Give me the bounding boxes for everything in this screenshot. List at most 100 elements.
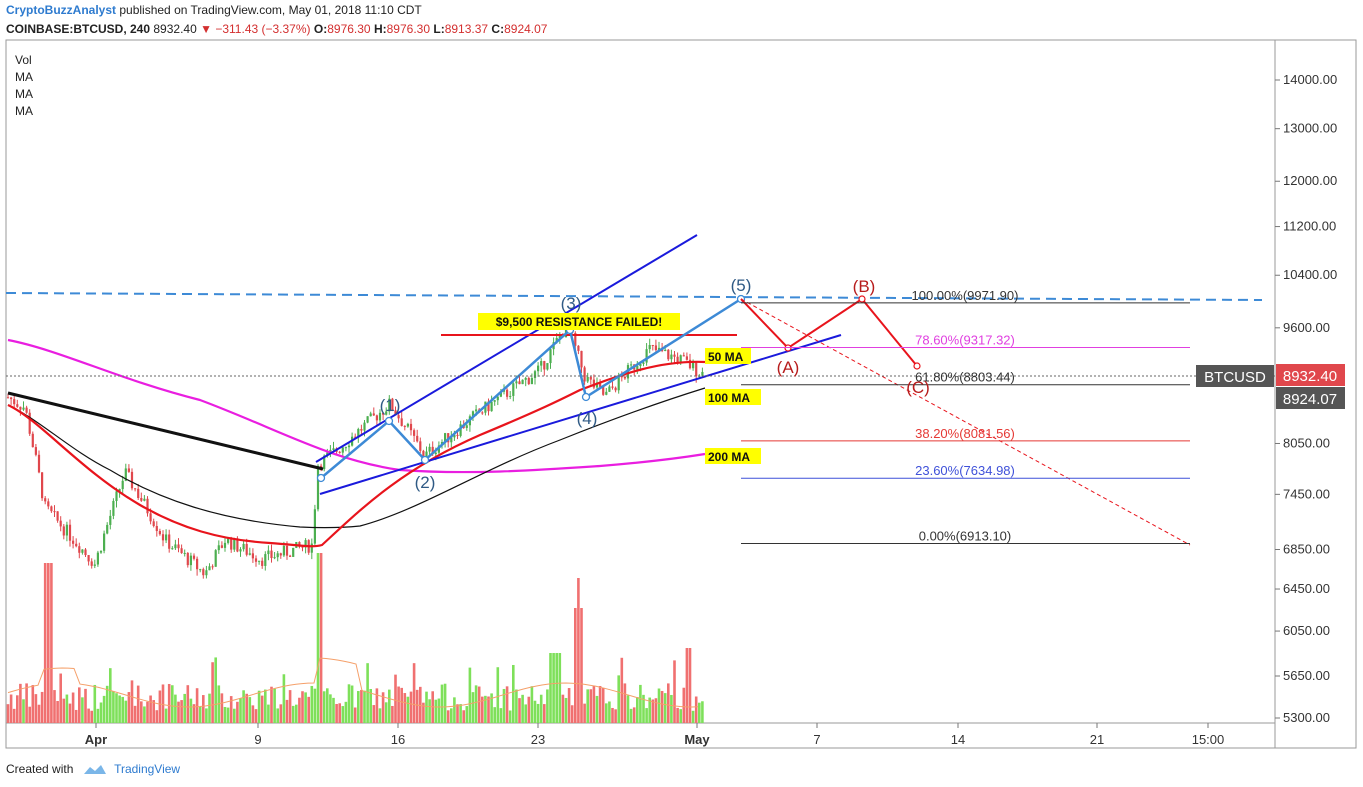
candle-body	[233, 538, 236, 550]
candle-body	[106, 524, 109, 534]
volume-bar	[264, 689, 267, 723]
volume-bar	[555, 653, 558, 723]
volume-bar	[68, 703, 72, 723]
volume-bar	[701, 701, 704, 723]
tradingview-link[interactable]: TradingView	[114, 762, 181, 776]
volume-bar	[267, 704, 270, 723]
candle-body	[509, 395, 512, 397]
volume-bar	[239, 698, 242, 723]
volume-bar	[171, 685, 174, 723]
candle-body	[391, 398, 394, 411]
wave-point	[384, 416, 394, 426]
candle-body	[168, 534, 171, 549]
tradingview-logo-icon	[83, 764, 106, 774]
volume-bar	[87, 708, 90, 723]
volume-bar	[177, 701, 180, 723]
candle-body	[59, 520, 62, 527]
author-link[interactable]: CryptoBuzzAnalyst	[6, 3, 117, 17]
volume-bar	[484, 695, 487, 723]
volume-bar	[474, 685, 478, 723]
volume-bar	[601, 687, 605, 723]
candle-body	[68, 524, 72, 541]
volume-bar	[564, 697, 568, 723]
volume-bar	[682, 687, 686, 723]
volume-bar	[456, 704, 459, 723]
volume-bar	[288, 690, 292, 723]
candle-body	[81, 549, 84, 553]
x-tick-label-7: 21	[1090, 732, 1104, 747]
candle-body	[112, 500, 115, 516]
volume-bar	[127, 692, 131, 723]
volume-bar	[276, 708, 279, 723]
volume-bar	[316, 553, 320, 723]
candle-body	[521, 379, 524, 385]
volume-bar	[543, 704, 546, 723]
volume-bar	[499, 708, 503, 723]
volume-bar	[34, 694, 38, 723]
high-label: H:	[373, 22, 387, 36]
candle-body	[499, 391, 502, 397]
candle-body	[413, 430, 416, 436]
indicator-vol[interactable]: Vol	[15, 53, 32, 67]
volume-bar	[577, 578, 580, 723]
indicator-ma-1[interactable]: MA	[15, 70, 33, 84]
volume-bar	[685, 648, 689, 723]
x-tick-label-1: 9	[254, 732, 261, 747]
volume-bar	[90, 710, 93, 723]
candle-body	[183, 552, 186, 554]
candle-body	[338, 451, 341, 453]
candle-body	[254, 558, 258, 562]
candle-body	[161, 534, 165, 541]
volume-bar	[648, 697, 651, 723]
volume-bar	[56, 700, 59, 723]
candle-body	[313, 509, 316, 544]
volume-bar	[344, 701, 348, 723]
indicator-ma-2[interactable]: MA	[15, 87, 33, 101]
ma-label-bg	[705, 348, 751, 364]
candle-body	[676, 356, 679, 363]
ma-label-bg	[705, 448, 761, 464]
x-tick-label-6: 14	[951, 732, 965, 747]
volume-bar	[468, 667, 472, 723]
volume-bar	[546, 689, 549, 723]
candle-body	[329, 449, 332, 453]
close-price-tag: 8924.07	[1283, 391, 1337, 408]
volume-bar	[589, 689, 593, 723]
last-price: 8932.40	[153, 22, 197, 36]
candle-body	[205, 570, 208, 576]
volume-bar	[198, 706, 202, 723]
candle-body	[87, 555, 90, 562]
candle-body	[515, 381, 518, 384]
candle-body	[41, 472, 44, 499]
volume-bar	[242, 690, 245, 723]
volume-bar	[450, 708, 453, 723]
volume-bar	[614, 709, 617, 723]
y-tick-label-11: 5650.00	[1283, 668, 1330, 683]
volume-bar	[71, 692, 75, 723]
candle-body	[344, 447, 347, 449]
volume-bar	[332, 697, 335, 723]
volume-bar	[629, 708, 633, 723]
volume-bar	[81, 697, 84, 723]
candle-body	[121, 480, 124, 490]
candle-body	[50, 506, 53, 512]
candle-body	[78, 546, 81, 553]
candle-body	[19, 406, 22, 410]
volume-bar	[22, 699, 25, 723]
ma-200-line	[7, 338, 706, 474]
candle-body	[248, 553, 251, 555]
indicator-ma-3[interactable]: MA	[15, 104, 33, 118]
candle-body	[62, 526, 65, 536]
volume-bar	[322, 691, 326, 723]
candle-body	[664, 349, 667, 351]
volume-bar	[518, 698, 521, 723]
x-tick-label-4: May	[684, 732, 710, 747]
candle-body	[592, 379, 595, 388]
volume-bar	[632, 707, 636, 723]
candle-body	[673, 354, 676, 357]
volume-bar	[533, 700, 537, 723]
candle-body	[617, 376, 620, 391]
candle-body	[682, 355, 685, 357]
volume-bar	[338, 703, 341, 723]
